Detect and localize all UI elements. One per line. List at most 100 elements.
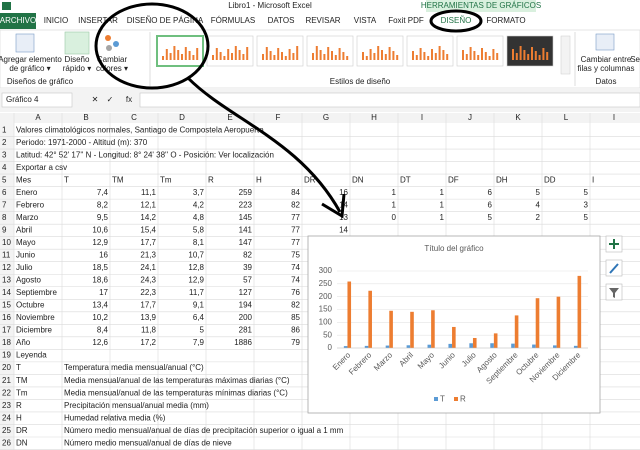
cell[interactable]: 24,1	[140, 263, 156, 272]
cell[interactable]: 4,2	[193, 200, 205, 209]
cell[interactable]: H	[256, 175, 262, 184]
cell[interactable]: 13,9	[140, 313, 156, 322]
cell[interactable]: Tm	[160, 175, 172, 184]
cell[interactable]: Temperatura media mensual/anual (°C)	[64, 363, 204, 372]
ribbon-tab[interactable]: DATOS	[268, 16, 295, 25]
cell[interactable]: 84	[291, 188, 300, 197]
cell[interactable]: 9,1	[193, 301, 205, 310]
cell[interactable]: 17,7	[140, 238, 156, 247]
cell[interactable]: 17,2	[140, 338, 156, 347]
cell[interactable]: 24,3	[140, 276, 156, 285]
chart-style-thumbnail[interactable]	[306, 35, 354, 67]
cell[interactable]: 3	[584, 200, 589, 209]
cell[interactable]: 147	[239, 238, 253, 247]
ribbon-button-label[interactable]: colores ▾	[96, 64, 128, 73]
cell[interactable]: 82	[243, 251, 252, 260]
formula-button[interactable]: ✓	[107, 95, 114, 104]
cell[interactable]: 223	[239, 200, 253, 209]
cell[interactable]: Número medio mensual/anual de días de ni…	[64, 438, 232, 447]
ribbon-tab[interactable]: FÓRMULAS	[211, 16, 255, 25]
row-header[interactable]: 17	[2, 326, 11, 335]
cell[interactable]: 18,6	[92, 276, 108, 285]
column-header[interactable]: D	[179, 113, 185, 122]
ribbon-button-label[interactable]: rápido ▾	[63, 64, 91, 73]
cell[interactable]: T	[16, 363, 21, 372]
cell[interactable]: Mes	[16, 175, 31, 184]
cell[interactable]: 5	[536, 188, 541, 197]
cell[interactable]: 86	[291, 326, 300, 335]
chart-style-thumbnail[interactable]	[506, 35, 554, 67]
cell[interactable]: 145	[239, 213, 253, 222]
column-header[interactable]: F	[276, 113, 281, 122]
cell[interactable]: 15,4	[140, 226, 156, 235]
row-header[interactable]: 21	[2, 376, 11, 385]
cell[interactable]: 6	[488, 200, 493, 209]
cell[interactable]: Marzo	[16, 213, 39, 222]
cell[interactable]: 85	[291, 313, 300, 322]
cell[interactable]: DD	[544, 175, 556, 184]
cell[interactable]: 4	[536, 200, 541, 209]
ribbon-button-label[interactable]: Sel	[630, 55, 640, 64]
cell[interactable]: 79	[291, 338, 300, 347]
cell[interactable]: Media mensual/anual de las temperaturas …	[64, 388, 288, 397]
cell[interactable]: 18,5	[92, 263, 108, 272]
cell[interactable]: 12,9	[92, 238, 108, 247]
cell[interactable]: Diciembre	[16, 326, 53, 335]
cell[interactable]: Exportar a csv	[16, 163, 67, 172]
cell[interactable]: 16	[99, 251, 108, 260]
column-header[interactable]: L	[564, 113, 569, 122]
formula-button[interactable]: ✕	[92, 95, 99, 104]
ribbon-tab[interactable]: ARCHIVO	[0, 16, 36, 25]
cell[interactable]: 8,1	[193, 238, 205, 247]
cell[interactable]: 74	[291, 276, 300, 285]
cell[interactable]: Enero	[16, 188, 38, 197]
cell[interactable]: 11,8	[141, 326, 157, 335]
cell[interactable]: DN	[16, 438, 28, 447]
cell[interactable]: Tm	[16, 388, 28, 397]
gallery-scroll[interactable]	[560, 35, 571, 75]
row-header[interactable]: 24	[2, 413, 11, 422]
cell[interactable]: Media mensual/anual de las temperaturas …	[64, 376, 290, 385]
cell[interactable]: Noviembre	[16, 313, 55, 322]
row-header[interactable]: 9	[2, 226, 7, 235]
cell[interactable]: 5	[200, 326, 205, 335]
cell[interactable]: Año	[16, 338, 31, 347]
cell[interactable]: 10,2	[92, 313, 108, 322]
cell[interactable]: R	[208, 175, 214, 184]
row-header[interactable]: 19	[2, 351, 11, 360]
cell[interactable]: 1	[440, 188, 445, 197]
cell[interactable]: T	[64, 175, 69, 184]
column-header[interactable]: E	[227, 113, 232, 122]
cell[interactable]: Agosto	[16, 276, 41, 285]
row-header[interactable]: 16	[2, 313, 11, 322]
cell[interactable]: DN	[352, 175, 364, 184]
ribbon-tab[interactable]: INICIO	[44, 16, 68, 25]
cell[interactable]: Mayo	[16, 238, 36, 247]
cell[interactable]: 5	[584, 188, 589, 197]
cell[interactable]: 14,2	[140, 213, 156, 222]
cell[interactable]: 17	[99, 288, 108, 297]
cell[interactable]: 14	[339, 226, 348, 235]
formula-button[interactable]: fx	[126, 95, 132, 104]
cell[interactable]: 5,8	[193, 226, 205, 235]
cell[interactable]: 11,7	[189, 288, 205, 297]
row-header[interactable]: 15	[2, 301, 11, 310]
cell[interactable]: Junio	[16, 251, 36, 260]
chart-style-thumbnail[interactable]	[456, 35, 504, 67]
cell[interactable]: DH	[496, 175, 508, 184]
cell[interactable]: DT	[400, 175, 411, 184]
cell[interactable]: 1	[440, 200, 445, 209]
column-header[interactable]: A	[35, 113, 41, 122]
cell[interactable]: 12,8	[188, 263, 204, 272]
cell[interactable]: Octubre	[16, 301, 45, 310]
row-header[interactable]: 5	[2, 175, 7, 184]
row-header[interactable]: 7	[2, 200, 7, 209]
row-header[interactable]: 14	[2, 288, 11, 297]
cell[interactable]: 57	[243, 276, 252, 285]
cell[interactable]: 2	[536, 213, 541, 222]
row-header[interactable]: 13	[2, 276, 11, 285]
cell[interactable]: 281	[239, 326, 253, 335]
cell[interactable]: 9,5	[97, 213, 109, 222]
cell[interactable]: Latitud: 42° 52' 17'' N - Longitud: 8° 2…	[16, 150, 274, 159]
cell[interactable]: DF	[448, 175, 459, 184]
